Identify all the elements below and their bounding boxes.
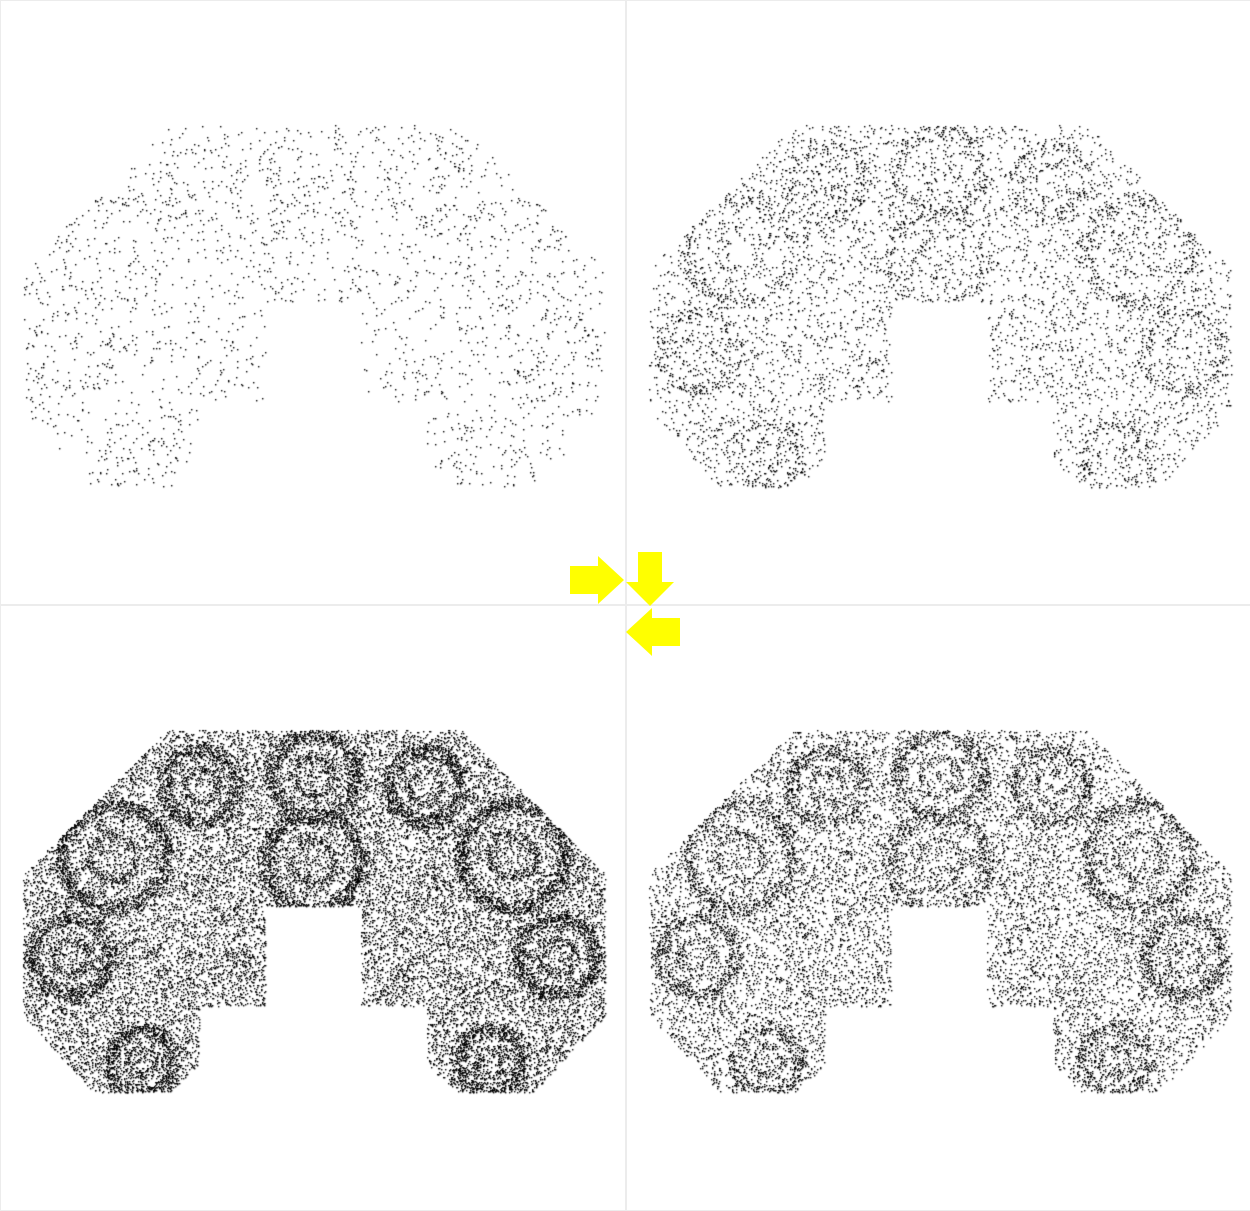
horizontal-divider — [0, 604, 1250, 606]
panel-top-right — [627, 1, 1250, 605]
panel-top-left — [1, 1, 625, 605]
panel-bottom-right — [627, 606, 1250, 1210]
fractal-canvas-1 — [1, 1, 625, 605]
fractal-canvas-3 — [1, 606, 625, 1210]
fractal-canvas-4 — [627, 606, 1250, 1210]
panel-bottom-left — [1, 606, 625, 1210]
fractal-canvas-2 — [627, 1, 1250, 605]
